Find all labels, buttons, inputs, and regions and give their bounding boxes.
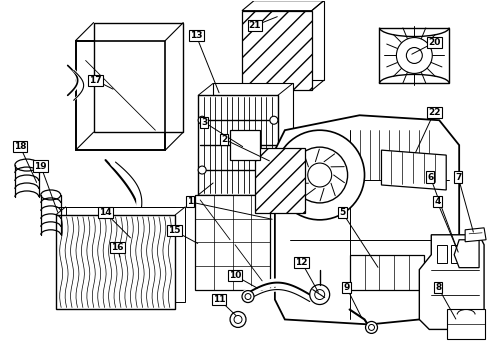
Text: 4: 4 [433,197,440,206]
Polygon shape [253,1,323,80]
Bar [447,310,484,339]
Bar [450,245,460,263]
Text: 18: 18 [14,141,26,150]
Text: 7: 7 [454,172,460,181]
Text: 13: 13 [189,31,202,40]
Text: 9: 9 [343,283,349,292]
Polygon shape [242,1,323,11]
Text: 12: 12 [295,258,307,267]
Polygon shape [93,23,183,132]
Bar [195,195,269,289]
Text: 21: 21 [248,21,261,30]
Bar [76,41,165,150]
Text: 6: 6 [427,172,432,181]
Text: 19: 19 [35,162,47,171]
Circle shape [269,116,277,124]
Bar [242,11,311,90]
Bar [349,255,424,289]
Text: 10: 10 [228,271,241,280]
Bar [464,245,474,263]
Bar [56,215,175,310]
Circle shape [365,321,377,333]
Text: 8: 8 [434,283,441,292]
Text: 17: 17 [89,76,102,85]
Polygon shape [381,150,446,190]
Circle shape [269,166,277,174]
Circle shape [307,163,331,187]
Circle shape [244,293,250,300]
Polygon shape [65,207,185,302]
Bar [254,148,304,213]
Bar [379,28,448,84]
Text: 15: 15 [168,226,180,235]
Circle shape [291,147,347,203]
Text: 1: 1 [187,197,193,206]
Circle shape [406,48,422,63]
Text: 14: 14 [99,208,112,217]
Polygon shape [274,115,458,324]
Bar [76,41,165,150]
Circle shape [368,324,374,330]
Circle shape [242,291,253,302]
Polygon shape [419,235,483,329]
Circle shape [229,311,245,328]
Circle shape [274,130,364,220]
Bar [198,95,277,195]
Circle shape [309,285,329,305]
Circle shape [396,37,431,73]
Circle shape [198,166,206,174]
Circle shape [234,315,242,323]
Polygon shape [213,84,292,183]
Text: 2: 2 [221,135,227,144]
Text: 22: 22 [427,108,440,117]
Polygon shape [464,228,485,242]
Bar [436,245,447,263]
Circle shape [198,116,206,124]
Polygon shape [453,240,478,268]
Circle shape [314,289,324,300]
Text: 20: 20 [427,38,440,47]
Text: 3: 3 [201,118,207,127]
Text: 5: 5 [339,208,345,217]
Text: 16: 16 [111,243,123,252]
Text: 11: 11 [212,295,225,304]
Bar [229,130,260,160]
